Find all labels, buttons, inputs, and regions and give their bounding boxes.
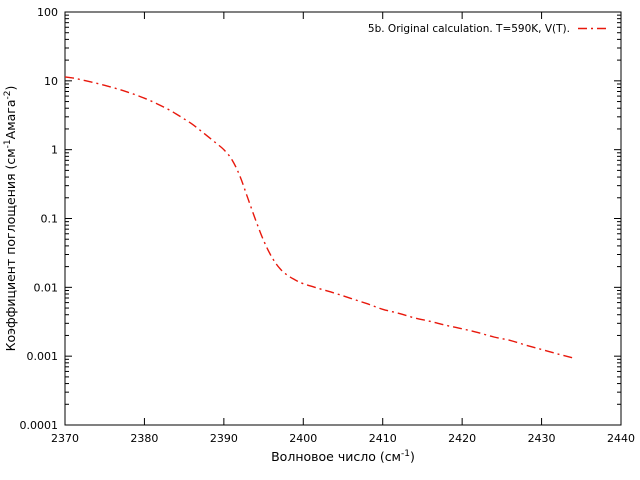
x-tick-label: 2420 [448,432,476,445]
x-tick-label: 2410 [369,432,397,445]
y-tick-label: 10 [44,75,58,88]
x-tick-label: 2390 [210,432,238,445]
x-tick-label: 2370 [51,432,79,445]
x-tick-label: 2400 [289,432,317,445]
y-tick-label: 100 [37,6,58,19]
y-tick-label: 1 [51,144,58,157]
y-axis-title: Коэффициент поглощения (см-1Амага-2) [3,86,18,352]
x-tick-label: 2440 [607,432,635,445]
y-tick-label: 0.1 [41,213,59,226]
axis-ticks [64,11,622,426]
tick-labels: 2370 2380 2390 2400 2410 2420 2430 2440 100 10 1 0.… [20,6,636,445]
y-tick-label: 0.0001 [20,419,59,432]
x-tick-label: 2430 [528,432,556,445]
series-line [64,76,574,359]
y-tick-label: 0.01 [34,281,59,294]
legend-label: 5b. Original calculation. T=590K, V(T). [368,23,570,35]
plot-border [64,11,622,426]
y-tick-label: 0.001 [27,350,59,363]
x-axis-title: Волновое число (см-1) [271,449,415,464]
x-tick-label: 2380 [130,432,158,445]
